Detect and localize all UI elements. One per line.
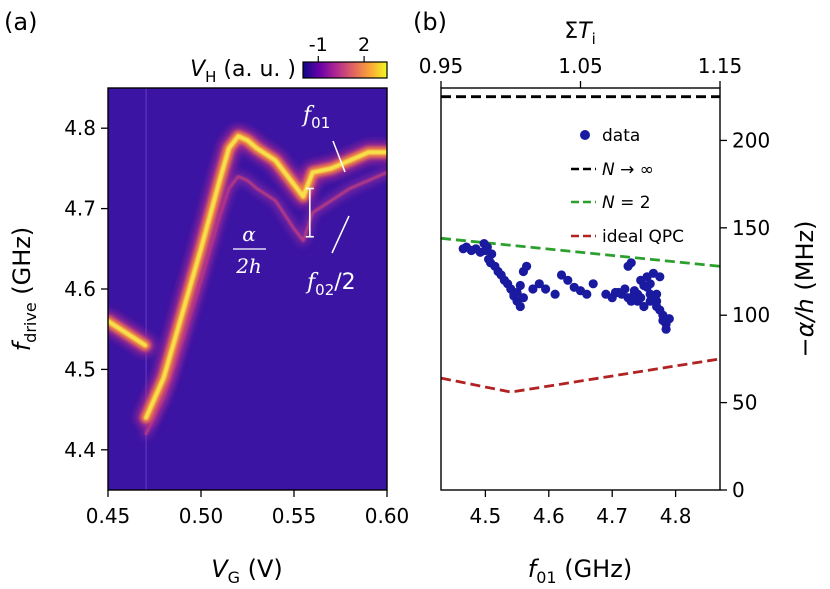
scatter-top-axis-label: ΣTi [564,19,596,48]
data-point [582,289,592,299]
legend-label-data: data [602,126,640,146]
legend-marker-data [580,130,590,140]
heatmap-y-ticks: 4.4 4.5 4.6 4.7 4.8 [64,116,108,462]
colorbar: -1 2 VH (a. u. ) [190,34,388,86]
data-point [518,293,529,303]
f01-pointer-line [332,140,346,173]
scatter-x-tick-label: 4.5 [469,504,501,528]
scatter-legend: data N → ∞ N = 2 ideal QPC [571,126,684,247]
data-point [633,296,643,306]
data-point [563,275,573,285]
scatter-y-ticks: 0 50 100 150 200 [720,128,770,502]
data-point [528,284,538,294]
data-point [556,270,567,280]
heatmap-x-axis-label: VG (V) [211,555,283,587]
heatmap-y-tick-label: 4.8 [64,116,96,140]
data-point [645,296,655,306]
legend-label-ideal-qpc: ideal QPC [602,227,684,247]
scatter-y-tick-label: 100 [732,303,770,327]
data-point [652,289,662,299]
data-point [509,291,519,301]
data-point [642,282,652,292]
heatmap-traces [108,88,387,490]
data-point [664,314,674,324]
heatmap-x-tick-label: 0.55 [272,504,317,528]
colorbar-ticks: -1 2 [309,34,370,62]
scatter-x-tick-label: 4.8 [660,504,692,528]
panel-label-b: (b) [413,8,447,36]
f01-trace-core [108,133,387,420]
panel-label-a: (a) [4,8,37,36]
colorbar-gradient [302,61,388,79]
heatmap-x-tick-label: 0.45 [86,504,131,528]
data-point [522,261,532,271]
heatmap-annotations: f01 f02/2 α 2h [233,103,356,299]
data-point [550,289,560,299]
data-point [610,287,621,298]
f02-half-label: f02/2 [305,270,356,299]
heatmap-y-axis-label: fdrive (GHz) [8,227,40,352]
legend-label-n-2: N = 2 [602,193,651,213]
data-point [534,279,544,289]
scatter-x-tick-label: 4.7 [596,504,628,528]
data-point [629,286,640,296]
scatter-top-tick-label: 1.05 [558,54,603,78]
scatter-y-tick-label: 0 [732,478,745,502]
data-point [541,284,551,294]
heatmap-x-ticks: 0.45 0.50 0.55 0.60 [86,490,410,528]
heatmap-x-tick-label: 0.60 [365,504,410,528]
data-point [626,258,636,268]
colorbar-tick-label: 2 [358,34,370,56]
scatter-x-axis-label: f01 (GHz) [528,555,632,587]
scatter-top-ticks: 0.95 1.05 1.15 [419,54,743,88]
scatter-y-tick-label: 150 [732,216,770,240]
data-point [639,301,649,312]
heatmap-y-tick-label: 4.7 [64,197,96,221]
data-point [588,279,598,289]
series-line-ideal-qpc [441,357,720,394]
scatter-y-tick-label: 200 [732,128,770,152]
scatter-x-tick-label: 4.6 [533,504,565,528]
alpha-fraction-denominator: 2h [235,254,262,278]
scatter-points [458,239,674,334]
colorbar-tick-label: -1 [309,34,328,56]
alpha-fraction-numerator: α [242,222,256,246]
heatmap-y-tick-label: 4.4 [64,438,96,462]
data-point [487,249,497,259]
data-point [515,280,525,291]
data-point [648,268,659,278]
scatter-top-tick-label: 1.15 [698,54,743,78]
f02-pointer-line [331,215,350,254]
colorbar-label: VH (a. u. ) [190,57,296,86]
scatter-y-tick-label: 50 [732,391,757,415]
data-point [661,324,671,334]
legend-label-n-infinity: N → ∞ [602,160,654,180]
scatter-y-axis-label: −α/h (MHz) [791,221,819,358]
heatmap-x-tick-label: 0.50 [179,504,224,528]
heatmap-y-tick-label: 4.6 [64,277,96,301]
scatter-panel: 4.5 4.6 4.7 4.8 0 50 100 150 200 0.95 1.05 1.15 d… [419,19,819,587]
heatmap-y-tick-label: 4.5 [64,357,96,381]
heatmap-panel: 0.45 0.50 0.55 0.60 4.4 4.5 4.6 4.7 4.8 f01 f02… [8,34,409,587]
data-point [515,301,525,312]
scatter-x-ticks: 4.5 4.6 4.7 4.8 [469,490,692,528]
scatter-top-tick-label: 0.95 [419,54,464,78]
